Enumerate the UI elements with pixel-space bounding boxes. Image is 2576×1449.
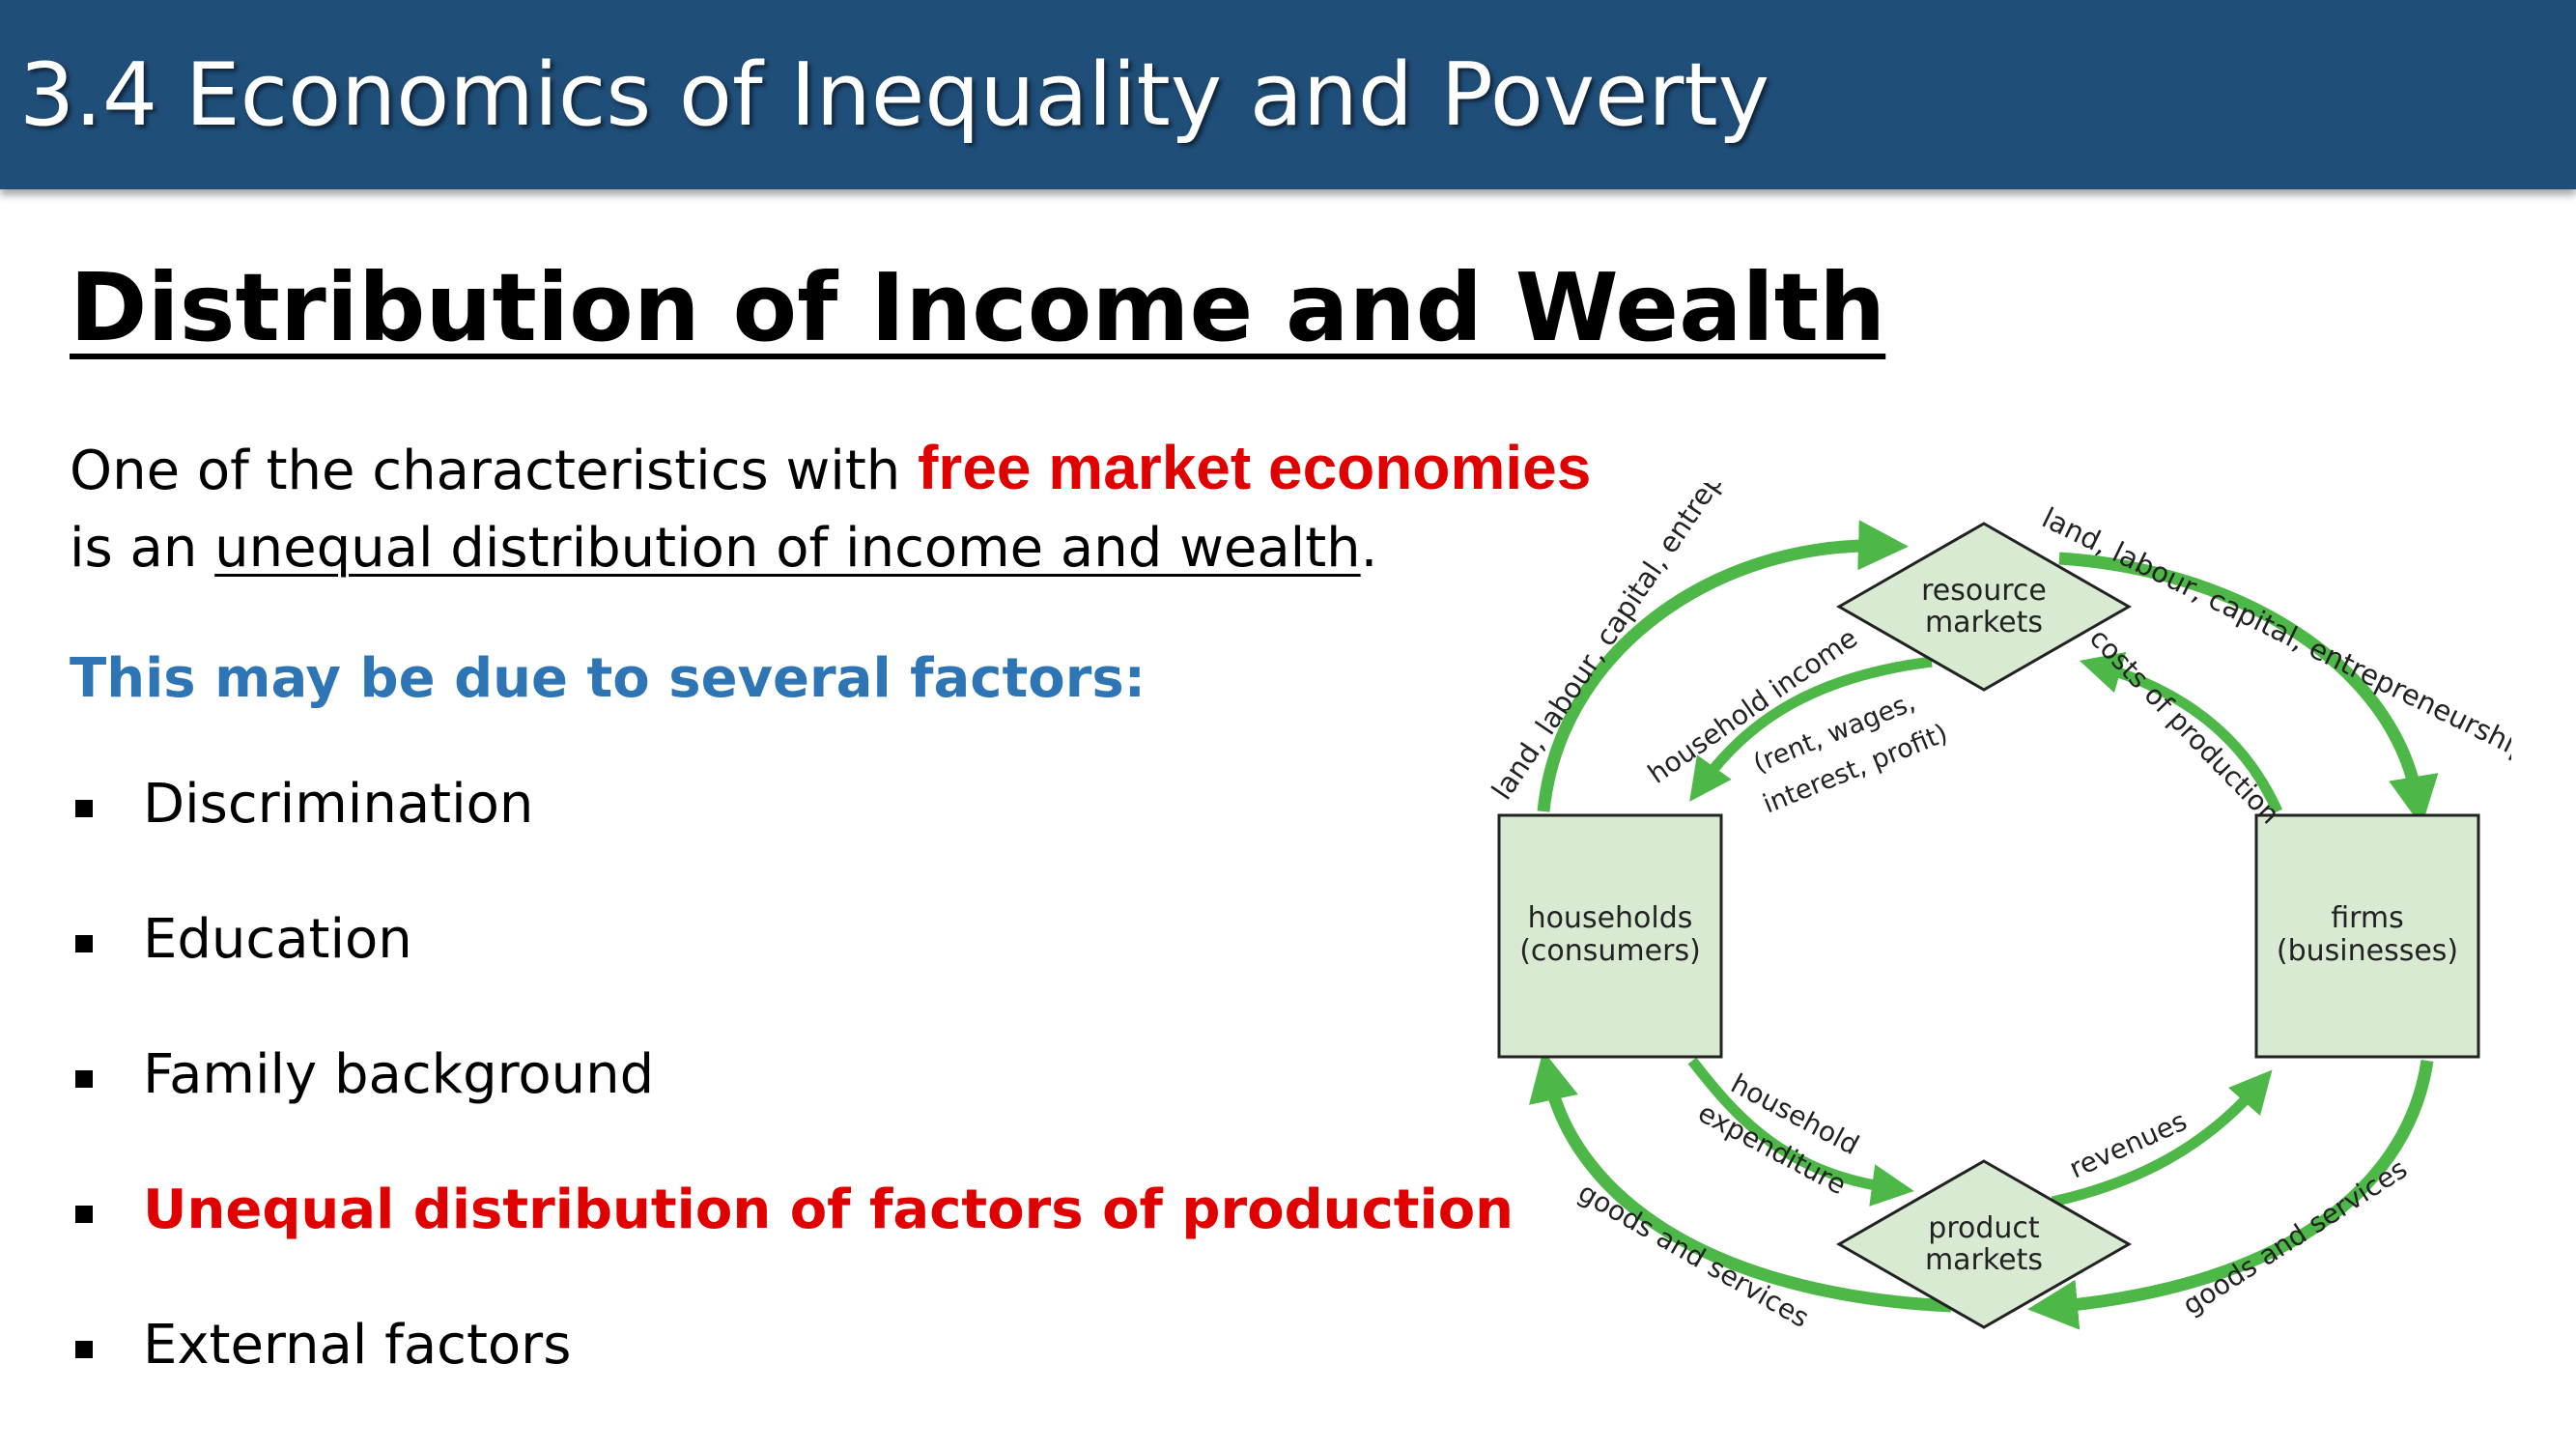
outer-arrow-bottom-left	[1529, 1050, 1952, 1313]
intro-text-2: is an	[70, 517, 215, 580]
firms-box: firms (businesses)	[2254, 813, 2480, 1059]
title-bar: 3.4 Economics of Inequality and Poverty	[0, 0, 2576, 189]
bullet-square-icon	[75, 1206, 93, 1223]
resource-markets-label: resource	[1921, 574, 2047, 608]
product-markets-sublabel: markets	[1925, 1243, 2043, 1277]
households-sublabel: (consumers)	[1519, 934, 1701, 968]
section-heading: Distribution of Income and Wealth	[70, 253, 1886, 362]
intro-underlined: unequal distribution of income and wealt…	[214, 517, 1361, 580]
firms-sublabel: (businesses)	[2277, 934, 2458, 968]
outer-arrow-top-left	[1537, 520, 1909, 812]
bullet-square-icon	[75, 935, 93, 952]
outer-arrow-top-right	[2058, 552, 2439, 827]
costs-of-production-label: costs of production	[2083, 622, 2286, 831]
firms-label: firms	[2331, 901, 2404, 935]
intro-text-1: One of the characteristics with	[70, 440, 919, 502]
bullet-square-icon	[75, 800, 93, 817]
list-item-text: Discrimination	[143, 773, 534, 836]
outer-arrow-bottom-right	[2027, 1060, 2434, 1330]
resource-markets-sublabel: markets	[1925, 606, 2043, 639]
bullet-square-icon	[75, 1070, 93, 1088]
intro-paragraph: One of the characteristics with free mar…	[70, 429, 1591, 587]
circular-flow-diagram: households (consumers) firms (businesses…	[1486, 483, 2511, 1334]
intro-highlight: free market economies	[918, 433, 1592, 502]
households-label: households	[1528, 901, 1693, 935]
product-markets-label: product	[1928, 1211, 2040, 1245]
inner-arrow-expenditure	[1687, 1057, 1914, 1207]
list-item-text: Family background	[143, 1043, 655, 1106]
inner-arrow-revenues	[2051, 1069, 2273, 1208]
factors-heading: This may be due to several factors:	[70, 647, 1146, 710]
intro-text-3: .	[1360, 517, 1378, 580]
resource-markets-diamond: resource markets	[1835, 522, 2133, 692]
inner-arrow-household-income	[1689, 656, 1933, 802]
bullet-square-icon	[75, 1341, 93, 1358]
list-item-text: Unequal distribution of factors of produ…	[143, 1179, 1514, 1241]
households-box: households (consumers)	[1497, 813, 1723, 1059]
list-item-text: External factors	[143, 1314, 572, 1377]
goods-services-right-label: goods and services	[2177, 1152, 2413, 1321]
list-item-text: Education	[143, 908, 412, 971]
product-markets-diamond: product markets	[1835, 1159, 2133, 1329]
inner-arrow-costs	[2079, 651, 2283, 814]
slide-title: 3.4 Economics of Inequality and Poverty	[19, 44, 1769, 146]
goods-services-left-label: goods and services	[1573, 1176, 1815, 1333]
